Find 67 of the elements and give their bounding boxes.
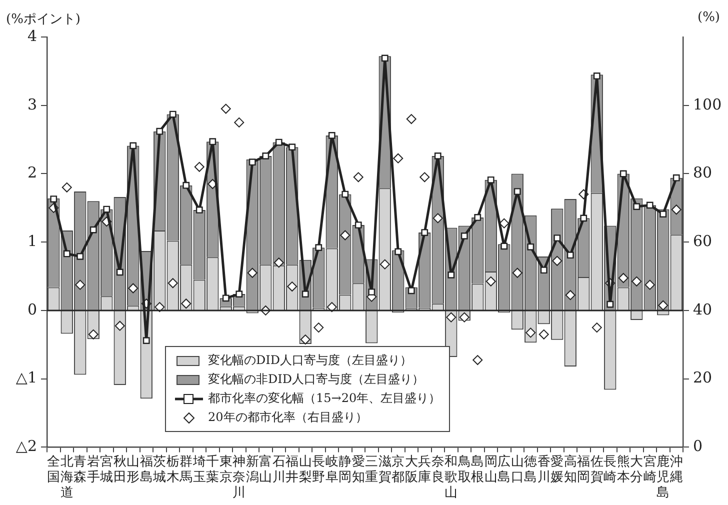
x-tick-label: 群馬 [178,454,193,485]
x-tick-label: 鳥取 [456,454,471,485]
x-tick-label: 広島 [498,453,511,485]
x-tick-label: 長崎 [604,454,617,485]
y2-tick-label: 80 [693,164,712,182]
x-tick-label: 高知 [564,453,577,485]
x-tick-label: 愛媛 [550,454,564,485]
x-tick-label: 山梨 [298,454,312,485]
x-tick-label: 和歌山 [444,454,458,501]
x-tick-label: 愛知 [352,454,365,485]
x-tick-label: 山形 [126,454,140,485]
y-tick-label: 3 [27,95,37,114]
x-tick-label: 茨城 [152,454,166,485]
y-tick-label: 1 [27,232,37,250]
x-tick-label: 福岡 [577,454,590,485]
x-tick-label: 岡山 [484,454,498,485]
y-tick-label: 4 [27,26,37,45]
x-tick-label: 山口 [510,454,524,485]
x-tick-label: 香川 [537,454,550,485]
y2-tick-label: 40 [693,300,712,318]
y-axis-title: (%ポイント) [6,11,80,28]
x-tick-label: 京都 [392,454,405,485]
x-tick-label: 佐賀 [590,454,604,485]
x-tick-label: 神奈川 [232,454,246,501]
x-tick-label: 青森 [74,454,87,485]
y2-tick-label: 20 [693,368,712,387]
legend-label: 20年の都市化率（右目盛り） [208,409,368,426]
x-tick-label: 埼玉 [192,454,206,485]
x-tick-label: 大分 [630,454,644,485]
x-tick-label: 石川 [272,454,286,485]
x-tick-label: 沖縄 [668,454,683,485]
x-tick-label: 奈良 [431,454,444,485]
x-tick-label: 熊本 [616,454,630,485]
x-tick-label: 東京 [219,454,232,485]
x-tick-label: 福井 [286,454,299,485]
x-tick-label: 秋田 [113,454,126,485]
legend-label: 変化幅のDID人口寄与度（左目盛り） [208,352,412,369]
x-tick-label: 富山 [259,453,272,485]
legend-label: 変化幅の非DID人口寄与度（左目盛り） [208,371,424,388]
x-tick-label: 北海道 [60,454,74,501]
x-tick-label: 岩手 [86,454,100,485]
y-tick-label: 0 [27,300,37,318]
y2-tick-label: 60 [693,232,712,250]
x-tick-label: 大阪 [404,454,418,485]
legend-label: 都市化率の変化幅（15→20年、左目盛り） [208,390,441,407]
x-tick-label: 島根 [471,454,484,485]
x-tick-label: 福島 [140,454,153,485]
y2-tick-label: 100 [693,95,722,114]
y-tick-label: 2 [27,164,37,182]
x-tick-label: 三重 [365,454,378,485]
x-tick-label: 全国 [47,454,60,485]
x-tick-label: 栃木 [166,454,180,485]
x-tick-label: 千葉 [206,454,220,485]
y2-axis-title: (%) [698,10,720,25]
y-tick-label: △1 [16,368,37,387]
x-tick-label: 岐阜 [325,454,338,485]
y2-tick-label: 0 [693,437,703,456]
x-tick-label: 宮城 [99,453,114,485]
x-tick-label: 兵庫 [418,454,432,485]
x-tick-label: 徳島 [524,454,538,485]
x-tick-label: 静岡 [338,454,352,485]
x-tick-label: 滋賀 [378,454,392,485]
x-tick-label: 鹿児島 [656,454,670,501]
x-tick-label: 新潟 [246,454,259,485]
y-tick-label: △2 [16,437,37,456]
x-tick-label: 宮崎 [643,453,656,485]
x-tick-label: 長野 [312,454,326,485]
